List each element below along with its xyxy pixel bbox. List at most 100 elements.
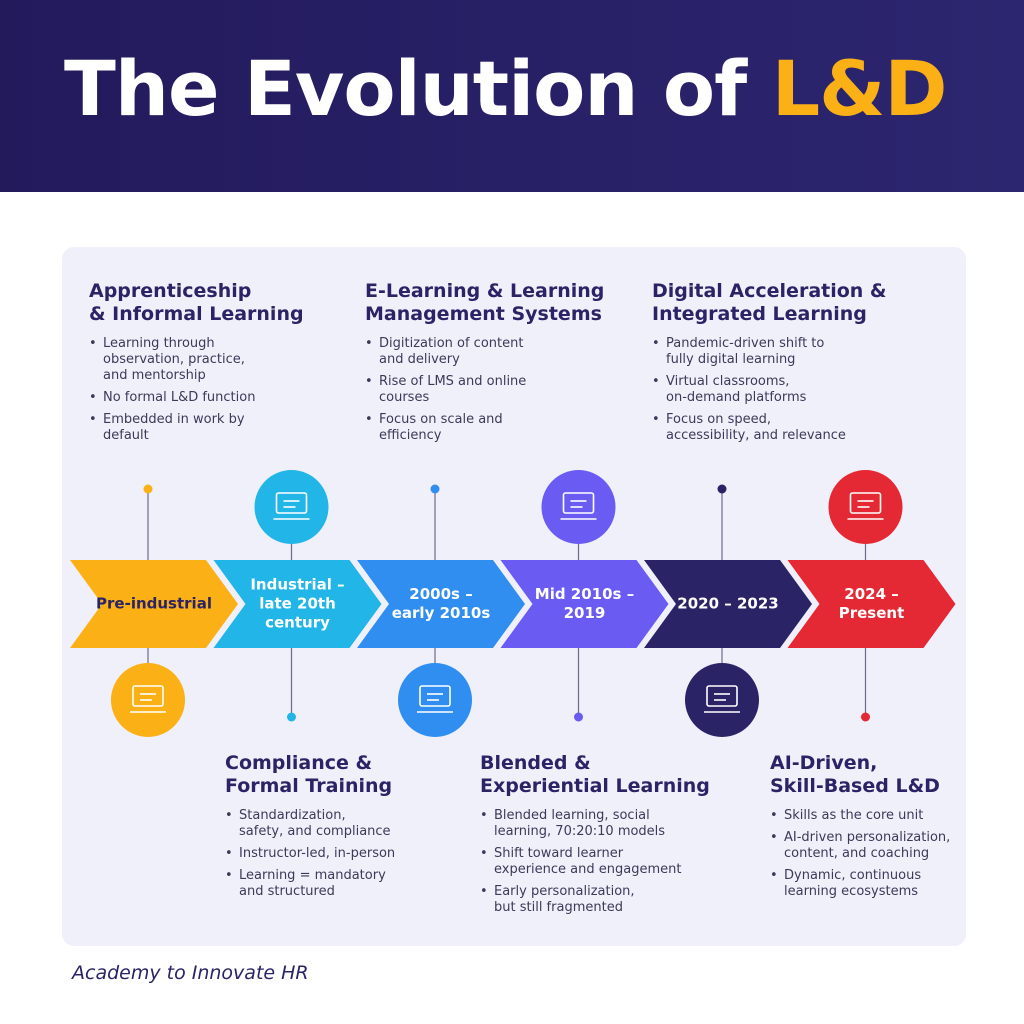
bullet-line: Shift toward learner (494, 846, 624, 861)
stage-heading: Compliance & Formal Training (225, 752, 395, 798)
dot (717, 484, 727, 494)
bullet-line: No formal L&D function (103, 390, 256, 405)
stage-heading: E-Learning & Learning Management Systems (365, 280, 604, 326)
bullet: Focus on speed,accessibility, and releva… (652, 412, 887, 444)
stage-label: Mid 2010s –2019 (535, 585, 634, 623)
stage-heading: AI-Driven, Skill-Based L&D (770, 752, 950, 798)
bullet-line: Rise of LMS and online (379, 374, 527, 389)
bullet-line: courses (379, 390, 430, 405)
bullet-line: Focus on speed, (666, 412, 771, 427)
bullet: AI-driven personalization,content, and c… (770, 830, 950, 862)
stage-text: Digital Acceleration & Integrated Learnin… (652, 280, 887, 450)
footer: Academy to Innovate HR (72, 962, 309, 984)
icon-part (275, 492, 308, 514)
chevron (213, 560, 382, 648)
bullet: Skills as the core unit (770, 808, 950, 824)
stage-text: AI-Driven,Skill-Based L&D Skills as the c… (770, 752, 950, 906)
bullet-line: Focus on scale and (379, 412, 503, 427)
title: The Evolution of L&D (64, 44, 948, 133)
bullet-line: Blended learning, social (494, 808, 650, 823)
stage-heading: Blended & Experiential Learning (480, 752, 710, 798)
heading-line: E-Learning & Learning (365, 280, 605, 302)
icon-part (419, 685, 451, 707)
label-line: late 20th (259, 594, 336, 613)
icon-part (706, 685, 738, 707)
chevron (357, 560, 525, 648)
icon-part (849, 492, 882, 514)
chevron (787, 560, 956, 648)
stage-text: Apprenticeship& Informal Learning Learnin… (89, 280, 304, 450)
bullet-line: and mentorship (103, 368, 206, 383)
bullet-line: Standardization, (239, 808, 346, 823)
bullet-line: Early personalization, (494, 884, 635, 899)
stage-label: 2024 – Present (839, 585, 905, 623)
bullet-line: Pandemic-driven shift to (666, 336, 825, 351)
chevron (644, 560, 812, 648)
heading-line: AI-Driven, (770, 752, 878, 774)
stage-label: 2020 – 2023 (677, 595, 778, 614)
dot (287, 712, 296, 722)
bullet-line: efficiency (379, 428, 442, 443)
bullet-line: safety, and compliance (239, 824, 391, 839)
heading-line: Skill-Based L&D (770, 775, 940, 797)
label-line: Industrial – (250, 575, 345, 594)
label-line: Present (838, 604, 905, 622)
bullet: Virtual classrooms,on-demand platforms (652, 374, 887, 406)
bullet-line: Instructor-led, in-person (239, 846, 396, 861)
bullet-line: and structured (239, 884, 335, 899)
icon-part (562, 492, 595, 514)
icon-part (132, 685, 164, 707)
bullet-line: Learning = mandatory (239, 868, 386, 883)
bullet-line: accessibility, and relevance (666, 428, 846, 443)
bullet-line: Digitization of content (379, 336, 524, 351)
bullet-line: experience and engagement (494, 862, 682, 877)
title-highlight: L&D (771, 44, 948, 133)
label-line: Mid 2010s – (534, 585, 635, 603)
stage-heading: Digital Acceleration & Integrated Learnin… (652, 280, 887, 326)
heading-line: Management Systems (365, 303, 602, 325)
stage-heading: Apprenticeship & Informal Learning (89, 280, 304, 326)
icon (704, 685, 740, 713)
bullet-line: learning, 70:20:10 models (494, 824, 666, 839)
heading-line: Apprenticeship (89, 280, 252, 302)
icon (273, 492, 310, 520)
label-line: 2000s – (409, 585, 473, 603)
bullet: Early personalization,but still fragment… (480, 884, 710, 916)
bullet-line: Embedded in work by (103, 412, 245, 427)
bullet: Standardization,safety, and compliance (225, 808, 395, 840)
icon (847, 492, 884, 520)
heading-line: Integrated Learning (652, 303, 867, 325)
bullet-line: but still fragmented (494, 900, 623, 915)
bullet: No formal L&D function (89, 390, 304, 406)
header: The Evolution of L&D (0, 0, 1024, 192)
icon (417, 685, 453, 713)
stage-text: Blended &Experiential Learning Blended le… (480, 752, 710, 922)
bullet: Instructor-led, in-person (225, 846, 395, 862)
stage-text: Compliance &Formal Training Standardizati… (225, 752, 395, 906)
heading-line: Digital Acceleration & (652, 280, 887, 302)
stage-label: Pre-industrial (96, 595, 212, 614)
label-line: 2019 (563, 604, 606, 622)
bullet-line: Learning through (103, 336, 215, 351)
chevron (500, 560, 669, 648)
bullet-line: Skills as the core unit (784, 808, 924, 823)
bullet-list: Standardization,safety, and compliance In… (225, 808, 395, 900)
bullet-line: on-demand platforms (666, 390, 807, 405)
label-line: 2020 – 2023 (677, 594, 779, 613)
dot (143, 484, 153, 494)
icon (560, 492, 597, 520)
icon (130, 685, 166, 713)
bullet-line: observation, practice, (103, 352, 245, 367)
